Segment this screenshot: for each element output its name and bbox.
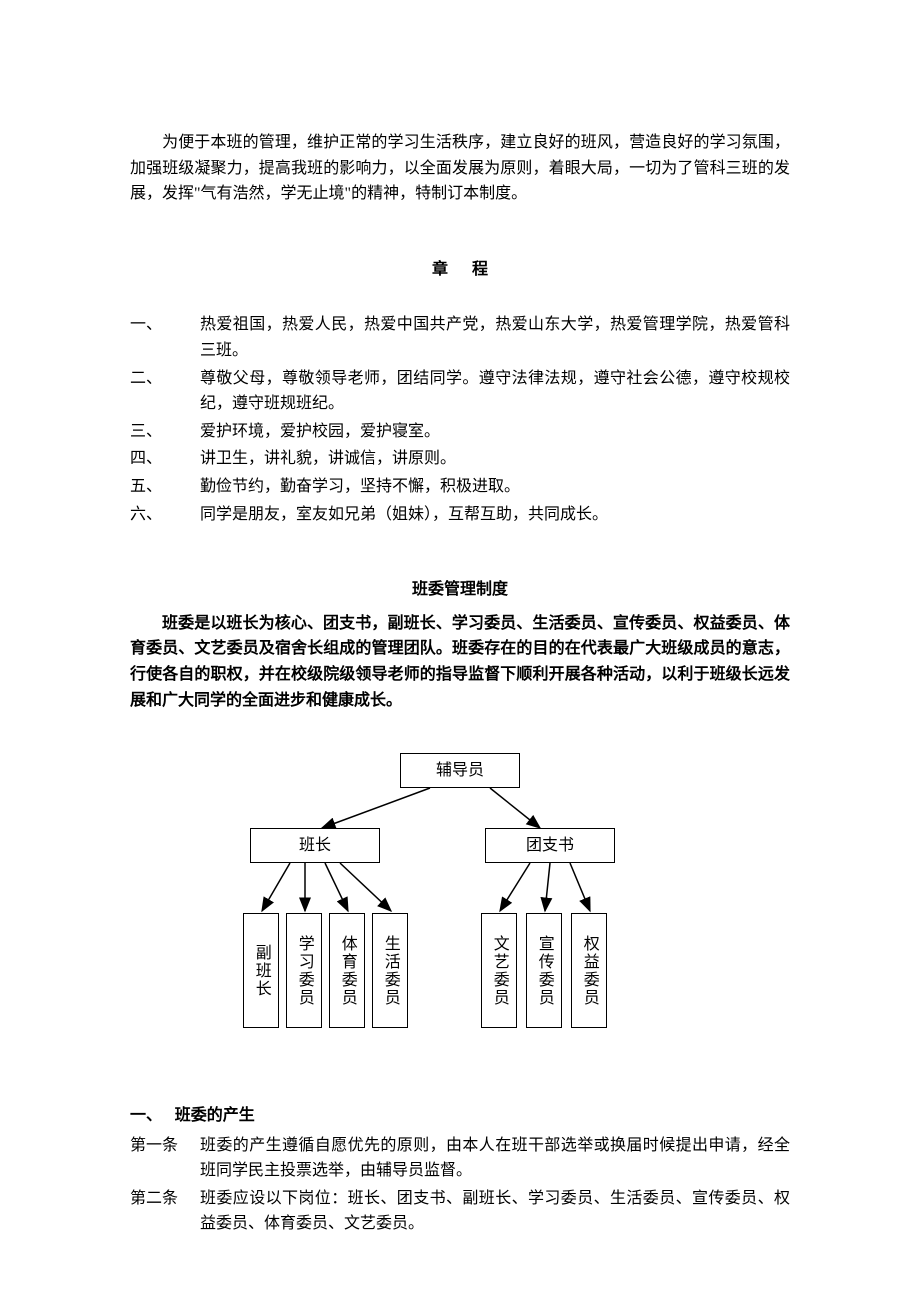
charter-item-num: 三、	[130, 419, 200, 445]
section-num: 一、	[130, 1103, 162, 1129]
article-num: 第一条	[130, 1133, 200, 1184]
section-name: 班委的产生	[175, 1107, 255, 1124]
charter-item-num: 五、	[130, 474, 200, 500]
section-title: 一、班委的产生	[130, 1103, 790, 1129]
article-text: 班委的产生遵循自愿优先的原则，由本人在班干部选举或换届时候提出申请，经全班同学民…	[200, 1133, 790, 1184]
charter-item-num: 二、	[130, 366, 200, 417]
charter-item-text: 讲卫生，讲礼貌，讲诚信，讲原则。	[200, 446, 790, 472]
charter-item: 六、 同学是朋友，室友如兄弟（姐妹），互帮互助，共同成长。	[130, 502, 790, 528]
charter-item-text: 同学是朋友，室友如兄弟（姐妹），互帮互助，共同成长。	[200, 502, 790, 528]
org-node-label: 文艺委员	[486, 935, 512, 1007]
charter-title: 章程	[130, 257, 790, 283]
intro-text: 为便于本班的管理，维护正常的学习生活秩序，建立良好的班风，营造良好的学习氛围，加…	[130, 134, 790, 202]
org-node-label: 生活委员	[377, 935, 403, 1007]
org-node-bottom: 体育委员	[329, 913, 365, 1028]
org-node-bottom: 文艺委员	[481, 913, 517, 1028]
org-node-bottom: 学习委员	[286, 913, 322, 1028]
article-num: 第二条	[130, 1186, 200, 1237]
org-node-mid-left: 班长	[250, 828, 380, 863]
charter-item-text: 热爱祖国，热爱人民，热爱中国共产党，热爱山东大学，热爱管理学院，热爱管科三班。	[200, 312, 790, 363]
intro-paragraph: 为便于本班的管理，维护正常的学习生活秩序，建立良好的班风，营造良好的学习氛围，加…	[130, 130, 790, 207]
charter-item: 四、 讲卫生，讲礼貌，讲诚信，讲原则。	[130, 446, 790, 472]
org-node-bottom: 生活委员	[372, 913, 408, 1028]
org-node-label: 体育委员	[334, 935, 360, 1007]
article: 第二条 班委应设以下岗位：班长、团支书、副班长、学习委员、生活委员、宣传委员、权…	[130, 1186, 790, 1237]
charter-item-text: 勤俭节约，勤奋学习，坚持不懈，积极进取。	[200, 474, 790, 500]
org-node-label: 团支书	[526, 833, 574, 859]
article-text: 班委应设以下岗位：班长、团支书、副班长、学习委员、生活委员、宣传委员、权益委员、…	[200, 1186, 790, 1237]
charter-item-num: 四、	[130, 446, 200, 472]
charter-item-num: 六、	[130, 502, 200, 528]
org-node-top: 辅导员	[400, 753, 520, 788]
article: 第一条 班委的产生遵循自愿优先的原则，由本人在班干部选举或换届时候提出申请，经全…	[130, 1133, 790, 1184]
org-node-label: 副班长	[248, 944, 274, 998]
document-page: 为便于本班的管理，维护正常的学习生活秩序，建立良好的班风，营造良好的学习氛围，加…	[0, 0, 920, 1299]
org-node-label: 权益委员	[576, 935, 602, 1007]
charter-item: 三、 爱护环境，爱护校园，爱护寝室。	[130, 419, 790, 445]
org-chart: 辅导员 班长 团支书 副班长 学习委员 体育委员 生活委员 文艺委员 宣传委员 …	[130, 753, 790, 1043]
charter-item: 一、 热爱祖国，热爱人民，热爱中国共产党，热爱山东大学，热爱管理学院，热爱管科三…	[130, 312, 790, 363]
charter-item: 五、 勤俭节约，勤奋学习，坚持不懈，积极进取。	[130, 474, 790, 500]
charter-item-num: 一、	[130, 312, 200, 363]
org-node-label: 辅导员	[436, 758, 484, 784]
org-chart-arrows	[130, 753, 790, 1043]
charter-item: 二、 尊敬父母，尊敬领导老师，团结同学。遵守法律法规，遵守社会公德，遵守校规校纪…	[130, 366, 790, 417]
org-node-mid-right: 团支书	[485, 828, 615, 863]
charter-list: 一、 热爱祖国，热爱人民，热爱中国共产党，热爱山东大学，热爱管理学院，热爱管科三…	[130, 312, 790, 527]
org-node-label: 学习委员	[291, 935, 317, 1007]
org-node-bottom: 权益委员	[571, 913, 607, 1028]
charter-item-text: 尊敬父母，尊敬领导老师，团结同学。遵守法律法规，遵守社会公德，遵守校规校纪，遵守…	[200, 366, 790, 417]
org-node-label: 班长	[299, 833, 331, 859]
charter-item-text: 爱护环境，爱护校园，爱护寝室。	[200, 419, 790, 445]
org-node-bottom: 宣传委员	[526, 913, 562, 1028]
org-node-label: 宣传委员	[531, 935, 557, 1007]
committee-title: 班委管理制度	[130, 577, 790, 603]
committee-intro: 班委是以班长为核心、团支书，副班长、学习委员、生活委员、宣传委员、权益委员、体育…	[130, 611, 790, 713]
org-node-bottom: 副班长	[243, 913, 279, 1028]
